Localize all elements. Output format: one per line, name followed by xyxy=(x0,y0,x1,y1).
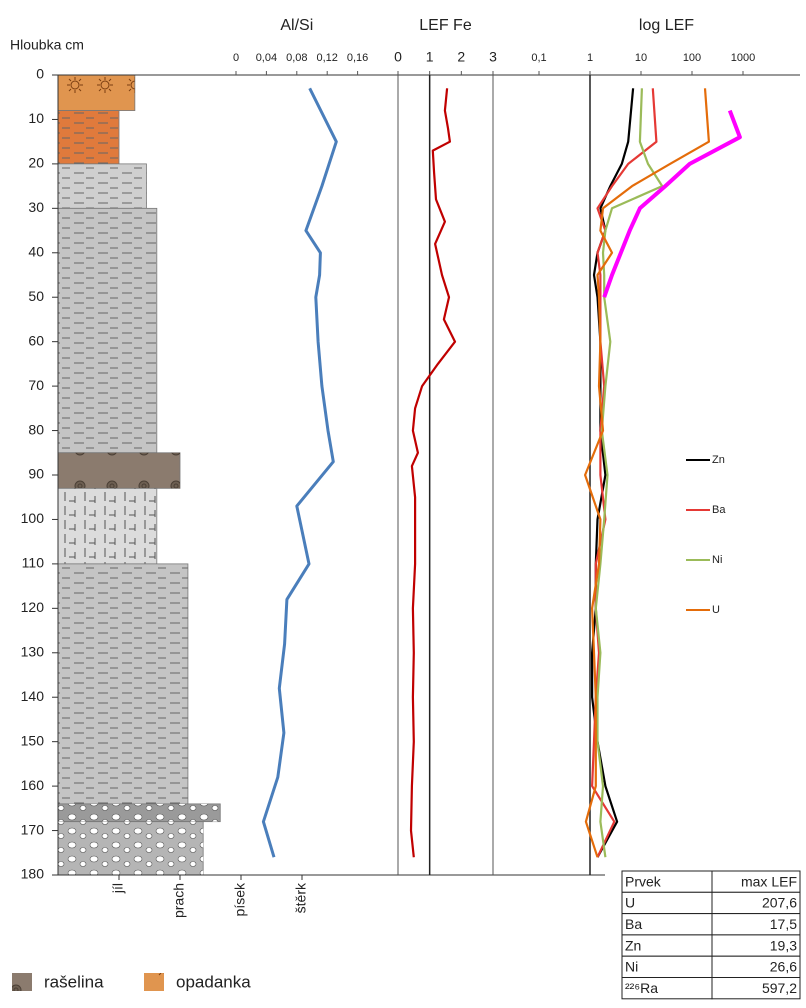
table-key: Prvek xyxy=(625,873,662,889)
table: Prvek max LEF U 207,6 Ba 17,5 Zn 19,3 Ni 26,6 ²²⁶R… xyxy=(621,870,801,1000)
y-tick-label: 180 xyxy=(21,866,45,882)
y-tick-label: 0 xyxy=(36,66,44,82)
legend-label: Zn xyxy=(712,454,725,466)
y-tick-label: 10 xyxy=(28,110,44,126)
layer-pattern xyxy=(58,110,119,164)
x-tick-label: 0,12 xyxy=(316,52,337,64)
x-tick-label: 1000 xyxy=(731,52,755,64)
x-tick-label: 3 xyxy=(489,49,497,65)
x-tick-label: 1 xyxy=(587,52,593,64)
layer-pattern xyxy=(58,803,221,822)
table-value: max LEF xyxy=(741,873,797,889)
x-tick-label: 0 xyxy=(233,52,239,64)
x-tick-label: 1 xyxy=(426,49,434,65)
legend-swatch-pattern xyxy=(12,973,32,991)
profile-line xyxy=(602,109,742,298)
y-tick-label: 60 xyxy=(28,332,44,348)
y-tick-label: 30 xyxy=(28,199,44,215)
profile-line xyxy=(261,87,338,858)
grain-label: písek xyxy=(232,882,248,916)
x-tick-label: 0,04 xyxy=(256,52,277,64)
x-tick-label: 0 xyxy=(394,49,402,65)
profile-line xyxy=(409,88,457,858)
layer-pattern xyxy=(58,488,157,564)
y-tick-label: 120 xyxy=(21,599,45,615)
table-key: U xyxy=(625,895,635,911)
y-tick-label: 170 xyxy=(21,821,45,837)
layer-pattern xyxy=(58,163,147,209)
x-tick-label: 0,16 xyxy=(347,52,368,64)
table-value: 17,5 xyxy=(770,916,797,932)
profile-line xyxy=(594,88,664,858)
legend-label: rašelina xyxy=(44,972,104,991)
x-tick-label: 0,1 xyxy=(531,52,546,64)
grain-label: štěrk xyxy=(293,882,309,913)
legend-label: U xyxy=(712,604,720,616)
table-value: 26,6 xyxy=(770,959,797,975)
x-tick-label: 0,08 xyxy=(286,52,307,64)
table-key: Ba xyxy=(625,916,642,932)
y-tick-label: 110 xyxy=(22,555,45,571)
panel-title: log LEF xyxy=(639,17,694,34)
table-value: 19,3 xyxy=(770,937,797,953)
legend-label: Ba xyxy=(712,504,726,516)
table-key: Zn xyxy=(625,937,641,953)
grain-label: prach xyxy=(171,883,187,918)
legend-swatch-pattern xyxy=(144,973,164,991)
x-tick-label: 10 xyxy=(635,52,647,64)
layer-pattern xyxy=(58,208,157,453)
table-key: Ni xyxy=(625,959,638,975)
table-key: ²²⁶Ra xyxy=(625,980,658,996)
panel-title: LEF Fe xyxy=(419,17,472,34)
profile-line xyxy=(584,88,710,858)
table-value: 597,2 xyxy=(762,980,797,996)
y-axis-title: Hloubka cm xyxy=(10,37,84,53)
y-tick-label: 80 xyxy=(28,421,44,437)
legend-label: opadanka xyxy=(176,972,251,991)
y-tick-label: 140 xyxy=(21,688,45,704)
table-value: 207,6 xyxy=(762,895,797,911)
y-tick-label: 40 xyxy=(28,243,44,259)
y-tick-label: 130 xyxy=(21,643,45,659)
y-tick-label: 20 xyxy=(28,155,44,171)
y-tick-label: 160 xyxy=(21,777,45,793)
layer-pattern xyxy=(58,821,204,875)
legend-label: Ni xyxy=(712,554,722,566)
x-tick-label: 2 xyxy=(457,49,465,65)
table-cell xyxy=(621,891,713,915)
panel-title: Al/Si xyxy=(280,17,313,34)
layer-pattern xyxy=(58,452,180,489)
x-tick-label: 100 xyxy=(683,52,701,64)
y-tick-label: 50 xyxy=(28,288,44,304)
y-tick-label: 70 xyxy=(28,377,44,393)
layer-pattern xyxy=(58,75,135,111)
y-tick-label: 90 xyxy=(28,466,44,482)
table-cell xyxy=(711,977,801,1000)
y-tick-label: 100 xyxy=(21,510,45,526)
layer-pattern xyxy=(58,563,188,804)
y-tick-label: 150 xyxy=(21,732,45,748)
grain-label: jíl xyxy=(110,883,126,894)
